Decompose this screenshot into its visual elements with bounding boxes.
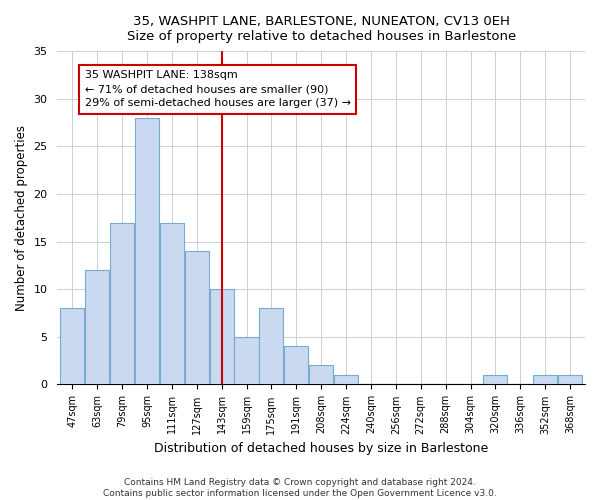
- Bar: [259, 308, 283, 384]
- Bar: [185, 251, 209, 384]
- Bar: [60, 308, 85, 384]
- Text: 35 WASHPIT LANE: 138sqm
← 71% of detached houses are smaller (90)
29% of semi-de: 35 WASHPIT LANE: 138sqm ← 71% of detache…: [85, 70, 351, 108]
- Bar: [85, 270, 109, 384]
- Bar: [209, 289, 234, 384]
- Bar: [135, 118, 159, 384]
- Bar: [334, 375, 358, 384]
- Bar: [235, 337, 259, 384]
- Bar: [284, 346, 308, 385]
- Bar: [160, 222, 184, 384]
- Y-axis label: Number of detached properties: Number of detached properties: [15, 125, 28, 311]
- Text: Contains HM Land Registry data © Crown copyright and database right 2024.
Contai: Contains HM Land Registry data © Crown c…: [103, 478, 497, 498]
- Bar: [533, 375, 557, 384]
- Title: 35, WASHPIT LANE, BARLESTONE, NUNEATON, CV13 0EH
Size of property relative to de: 35, WASHPIT LANE, BARLESTONE, NUNEATON, …: [127, 15, 516, 43]
- Bar: [110, 222, 134, 384]
- Bar: [309, 366, 333, 384]
- Bar: [558, 375, 582, 384]
- X-axis label: Distribution of detached houses by size in Barlestone: Distribution of detached houses by size …: [154, 442, 488, 455]
- Bar: [484, 375, 508, 384]
